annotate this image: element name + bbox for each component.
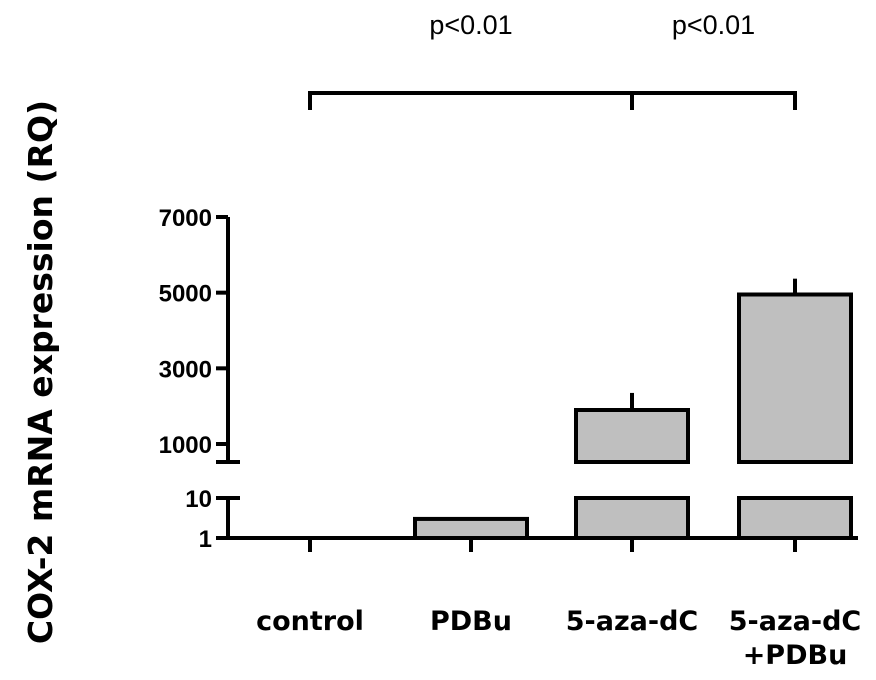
y-axis-label: COX-2 mRNA expression (RQ) [21, 100, 60, 644]
bar [413, 516, 529, 541]
ticks-group: 1 10 1000 3000 5000 7000 [159, 205, 797, 553]
significance-bracket [308, 91, 634, 110]
x-tick-label: control [256, 606, 364, 637]
significance-label: p<0.01 [429, 10, 512, 40]
x-tick-label: 5-aza-dC [566, 606, 699, 637]
bar-upper-fill [739, 294, 851, 462]
bar-lower-segment [574, 496, 690, 540]
y-tick-label: 5000 [159, 281, 212, 308]
category-labels-group: control PDBu 5-aza-dC 5-aza-dC +PDBu [256, 606, 861, 671]
bar-lower-segment [737, 496, 853, 540]
significance-label: p<0.01 [672, 10, 755, 40]
x-tick-label: PDBu [430, 606, 512, 637]
x-tick-label: 5-aza-dC +PDBu [729, 606, 862, 671]
y-tick-label: 7000 [159, 205, 212, 232]
significance-bracket [630, 91, 797, 110]
bar-upper-fill [576, 409, 688, 462]
bars-group [413, 278, 853, 541]
significance-group: p<0.01 p<0.01 [308, 10, 797, 110]
y-tick-label: 1 [199, 526, 212, 553]
y-tick-label: 3000 [159, 356, 212, 383]
y-tick-label: 10 [185, 486, 212, 513]
y-tick-label: 1000 [159, 432, 212, 459]
